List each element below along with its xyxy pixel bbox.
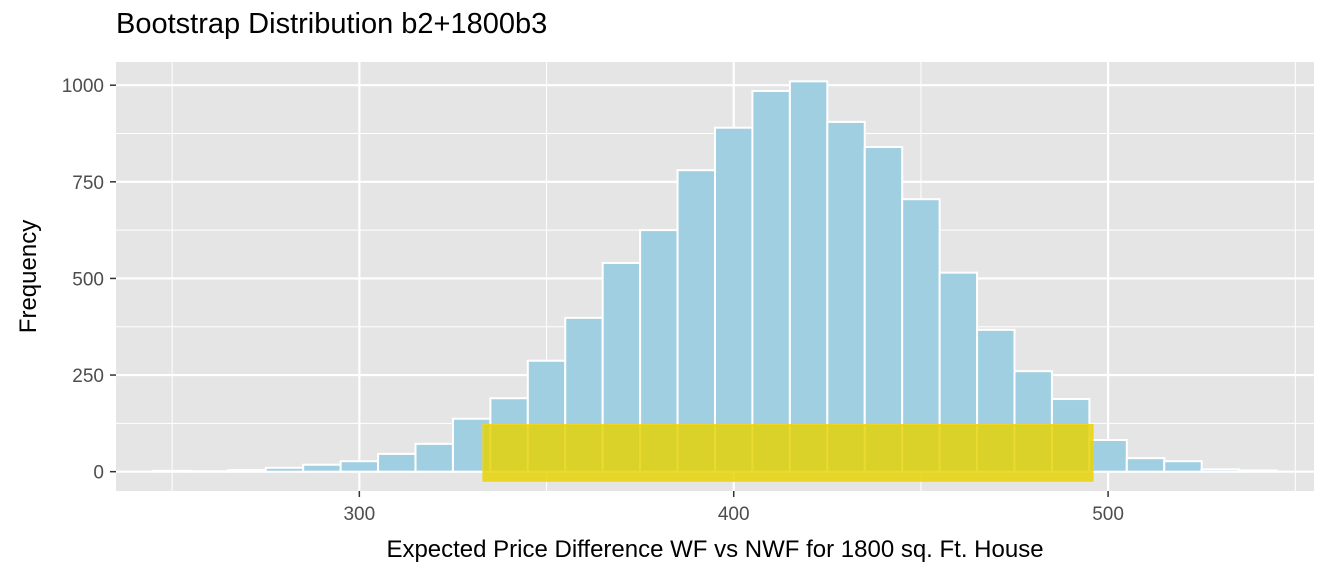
y-tick-label: 500 <box>72 269 104 290</box>
histogram-bar <box>414 442 454 473</box>
y-tick-label: 0 <box>93 463 104 484</box>
histogram-bar <box>1163 460 1203 473</box>
histogram-bar <box>788 80 829 473</box>
histogram-bar <box>264 466 305 473</box>
x-axis: 300 400 500 <box>343 491 1124 525</box>
histogram-bars <box>152 80 1278 473</box>
y-axis: 0 250 500 750 1000 <box>62 76 116 484</box>
histogram-bar <box>152 469 192 473</box>
histogram-bar <box>714 126 754 473</box>
histogram-bar <box>377 452 417 473</box>
x-tick-label: 300 <box>343 504 375 525</box>
x-axis-title: Expected Price Difference WF vs NWF for … <box>386 536 1043 563</box>
histogram-bar <box>1088 438 1128 473</box>
histogram-bar <box>227 469 267 473</box>
histogram-bar <box>1125 457 1166 473</box>
histogram-bar <box>339 460 380 473</box>
x-tick-label: 500 <box>1092 504 1124 525</box>
confidence-interval-band <box>482 424 1094 482</box>
x-tick-label: 400 <box>718 504 750 525</box>
histogram-bar <box>1200 468 1241 473</box>
chart-title: Bootstrap Distribution b2+1800b3 <box>116 8 548 40</box>
y-axis-title: Frequency <box>15 220 42 333</box>
y-tick-label: 750 <box>72 173 104 194</box>
histogram-bar <box>863 146 904 473</box>
y-tick-label: 1000 <box>62 76 104 97</box>
histogram-bar <box>1238 469 1278 473</box>
y-tick-label: 250 <box>72 366 104 387</box>
histogram-bar <box>302 463 342 473</box>
histogram-bar <box>826 120 866 473</box>
histogram-bar <box>751 89 791 473</box>
